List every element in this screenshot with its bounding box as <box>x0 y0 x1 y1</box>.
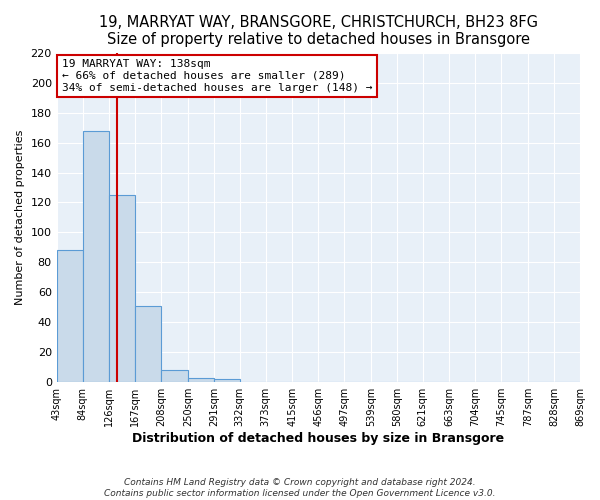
Bar <box>109 195 135 382</box>
Bar <box>161 370 188 382</box>
Bar <box>188 378 214 382</box>
Bar <box>83 130 109 382</box>
X-axis label: Distribution of detached houses by size in Bransgore: Distribution of detached houses by size … <box>132 432 505 445</box>
Text: 19 MARRYAT WAY: 138sqm
← 66% of detached houses are smaller (289)
34% of semi-de: 19 MARRYAT WAY: 138sqm ← 66% of detached… <box>62 60 373 92</box>
Bar <box>135 306 161 382</box>
Bar <box>56 250 83 382</box>
Y-axis label: Number of detached properties: Number of detached properties <box>15 130 25 305</box>
Title: 19, MARRYAT WAY, BRANSGORE, CHRISTCHURCH, BH23 8FG
Size of property relative to : 19, MARRYAT WAY, BRANSGORE, CHRISTCHURCH… <box>99 15 538 48</box>
Text: Contains HM Land Registry data © Crown copyright and database right 2024.
Contai: Contains HM Land Registry data © Crown c… <box>104 478 496 498</box>
Bar <box>214 379 240 382</box>
